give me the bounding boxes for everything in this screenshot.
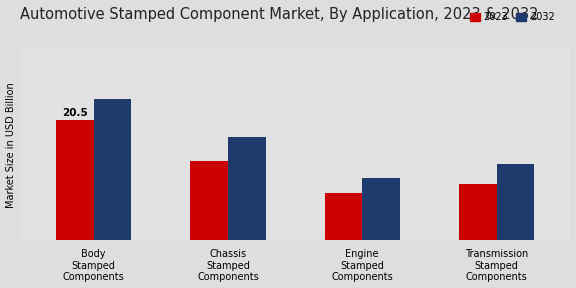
- Y-axis label: Market Size in USD Billion: Market Size in USD Billion: [6, 82, 16, 208]
- Bar: [56, 120, 93, 240]
- Text: 20.5: 20.5: [62, 108, 88, 118]
- Bar: [93, 99, 131, 240]
- Text: Automotive Stamped Component Market, By Application, 2023 & 2032: Automotive Stamped Component Market, By …: [20, 7, 538, 22]
- Bar: [362, 178, 400, 240]
- Bar: [228, 137, 266, 240]
- Legend: 2023, 2032: 2023, 2032: [470, 12, 555, 22]
- Bar: [459, 184, 497, 240]
- Bar: [190, 161, 228, 240]
- Bar: [325, 193, 362, 240]
- Bar: [497, 164, 534, 240]
